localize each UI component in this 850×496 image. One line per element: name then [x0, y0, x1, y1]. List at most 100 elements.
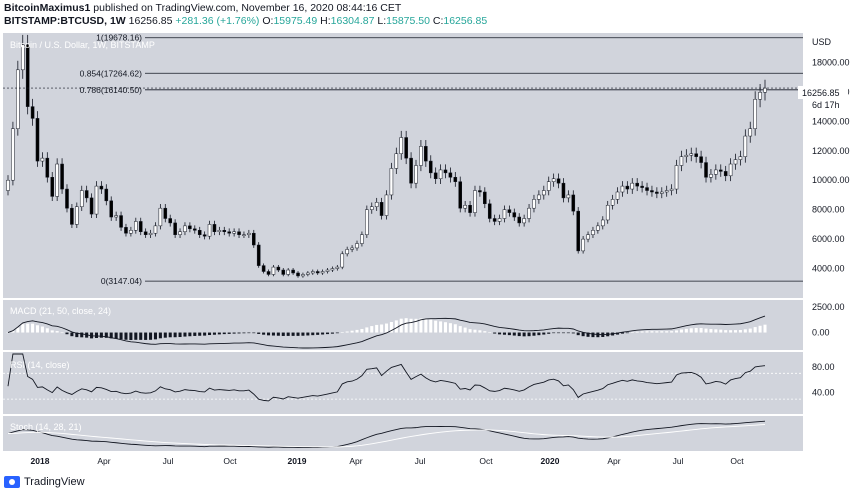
macd-histogram-bar: [640, 331, 644, 333]
close-value: 16256.85: [443, 15, 488, 27]
macd-histogram-bar: [252, 332, 256, 334]
macd-histogram-bar: [630, 332, 634, 333]
candle-body: [419, 146, 423, 166]
candle-body: [532, 199, 536, 209]
macd-histogram-bar: [306, 332, 310, 336]
publisher-name[interactable]: BitcoinMaximus1: [4, 2, 91, 14]
candle-body: [365, 209, 369, 235]
macd-histogram-bar: [6, 332, 10, 334]
candle-body: [758, 92, 762, 100]
candle-body: [561, 182, 566, 199]
macd-histogram-bar: [198, 332, 202, 336]
high-value: 16304.87: [330, 15, 375, 27]
open-label: O:: [262, 15, 274, 27]
last-price-tag: [798, 86, 848, 99]
candle-body: [119, 215, 123, 228]
candle-body: [610, 199, 615, 206]
macd-histogram-bar: [468, 329, 472, 333]
macd-histogram-bar: [222, 332, 226, 335]
candle-body: [193, 228, 197, 231]
candle-body: [89, 197, 94, 215]
macd-histogram-bar: [581, 332, 585, 337]
candle-body: [502, 209, 507, 219]
macd-histogram-bar: [345, 331, 349, 333]
macd-histogram-bar: [139, 332, 143, 340]
rsi-title: RSI (14, close): [10, 360, 70, 370]
time-tick-label: 2020: [541, 456, 560, 466]
rsi-line: [7, 353, 766, 402]
macd-histogram-bar: [350, 330, 354, 333]
macd-histogram-bar: [65, 332, 69, 335]
candle-body: [94, 185, 99, 215]
macd-histogram-bar: [370, 326, 374, 333]
macd-histogram-bar: [16, 327, 20, 333]
macd-histogram-bar: [738, 330, 742, 333]
candle-body: [414, 165, 418, 184]
macd-pane: [3, 300, 803, 350]
candle-body: [694, 153, 698, 157]
macd-histogram-bar: [733, 330, 738, 333]
macd-histogram-bar: [566, 332, 570, 334]
time-tick-label: Oct: [223, 456, 237, 466]
macd-histogram-bar: [80, 332, 84, 338]
candle-body: [625, 185, 630, 190]
candle-body: [630, 182, 635, 190]
macd-histogram-bar: [296, 332, 300, 336]
macd-histogram-bar: [325, 332, 330, 335]
macd-histogram-bar: [655, 331, 659, 333]
candle-body: [723, 171, 728, 177]
macd-histogram-bar: [694, 327, 698, 333]
candle-body: [256, 244, 261, 266]
candle-body: [104, 188, 109, 202]
macd-histogram-bar: [50, 330, 54, 333]
macd-histogram-bar: [301, 332, 305, 336]
candle-body: [360, 234, 364, 244]
macd-histogram-bar: [21, 324, 25, 333]
macd-histogram-bar: [719, 329, 723, 333]
macd-histogram-bar: [625, 332, 629, 334]
rsi-tick-label: 40.00: [812, 388, 835, 398]
candle-body: [753, 99, 757, 129]
candle-body: [522, 218, 526, 224]
macd-histogram-bar: [517, 332, 521, 337]
macd-histogram-bar: [498, 332, 502, 335]
macd-histogram-bar: [99, 332, 103, 338]
candle-body: [330, 268, 335, 271]
macd-histogram-bar: [375, 324, 379, 333]
countdown-label: 6d 17h: [812, 100, 840, 110]
price-tick-label: 8000.00: [812, 205, 845, 215]
macd-histogram-bar: [429, 319, 433, 333]
candle-body: [428, 160, 433, 174]
tradingview-mark-icon: [4, 476, 20, 488]
macd-histogram-bar: [478, 330, 482, 333]
stoch-k-line: [7, 420, 766, 448]
fib-level-label: 0.786(16140.50): [80, 85, 143, 95]
macd-histogram-bar: [114, 332, 118, 339]
macd-histogram-bar: [134, 332, 138, 340]
price-change: +281.36 (+1.76%): [175, 15, 260, 27]
macd-tick-label: 2500.00: [812, 302, 845, 312]
candle-body: [591, 230, 595, 235]
macd-histogram-bar: [552, 332, 556, 334]
candle-body: [546, 181, 551, 191]
macd-histogram-bar: [537, 332, 541, 336]
candle-body: [310, 271, 315, 274]
time-tick-label: Oct: [730, 456, 744, 466]
macd-histogram-bar: [26, 323, 30, 333]
macd-histogram-bar: [183, 332, 187, 337]
chart-title: Bitcoin / U.S. Dollar, 1W, BITSTAMP: [10, 40, 155, 50]
candle-body: [399, 137, 404, 154]
macd-histogram-bar: [424, 318, 428, 333]
macd-histogram-bar: [507, 332, 511, 336]
macd-histogram-bar: [40, 326, 44, 333]
tradingview-logo[interactable]: TradingView: [4, 476, 85, 488]
candle-body: [650, 190, 654, 193]
candle-body: [197, 230, 202, 235]
candle-body: [586, 234, 590, 240]
candle-body: [306, 272, 310, 275]
low-label: L:: [377, 15, 387, 27]
time-tick-label: Jul: [415, 456, 426, 466]
price-tick-label: 14000.00: [812, 116, 850, 126]
candle-body: [227, 231, 231, 234]
